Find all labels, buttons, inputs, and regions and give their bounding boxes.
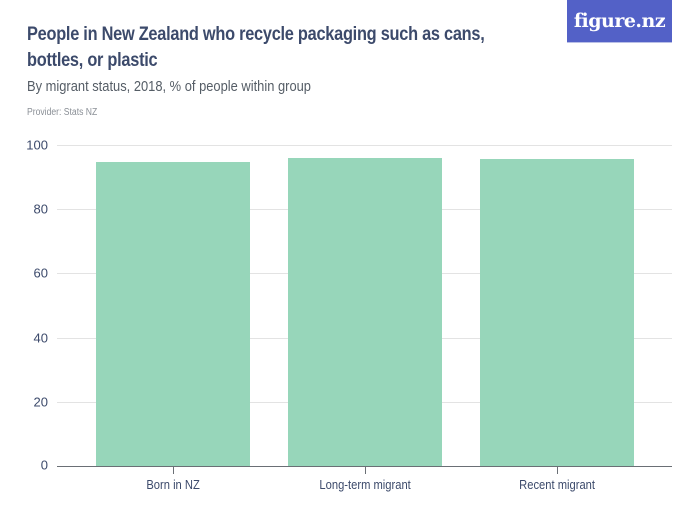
y-tick-label: 40 [33,330,48,346]
bar-born-in-nz[interactable] [96,162,250,466]
y-tick-label: 80 [33,201,48,217]
y-tick-label: 60 [33,265,48,281]
chart-title: People in New Zealand who recycle packag… [27,24,485,71]
y-tick-label: 0 [40,457,48,473]
x-label-born-in-nz: Born in NZ [146,477,200,492]
x-axis-line [57,466,672,467]
bar-long-term-migrant[interactable] [288,157,442,466]
chart-subtitle: By migrant status, 2018, % of people wit… [27,78,311,95]
y-tick-label: 100 [26,137,48,153]
bar-recent-migrant[interactable] [480,159,634,466]
x-label-recent-migrant: Recent migrant [519,477,595,492]
x-tick [365,467,366,474]
x-tick [557,467,558,474]
x-tick [173,467,174,474]
figure-nz-logo[interactable]: figure.nz [567,0,672,42]
logo-underline [567,42,672,43]
gridline [57,145,672,146]
provider-label: Provider: Stats NZ [27,107,98,118]
x-label-long-term-migrant: Long-term migrant [319,477,411,492]
y-tick-label: 20 [33,394,48,410]
